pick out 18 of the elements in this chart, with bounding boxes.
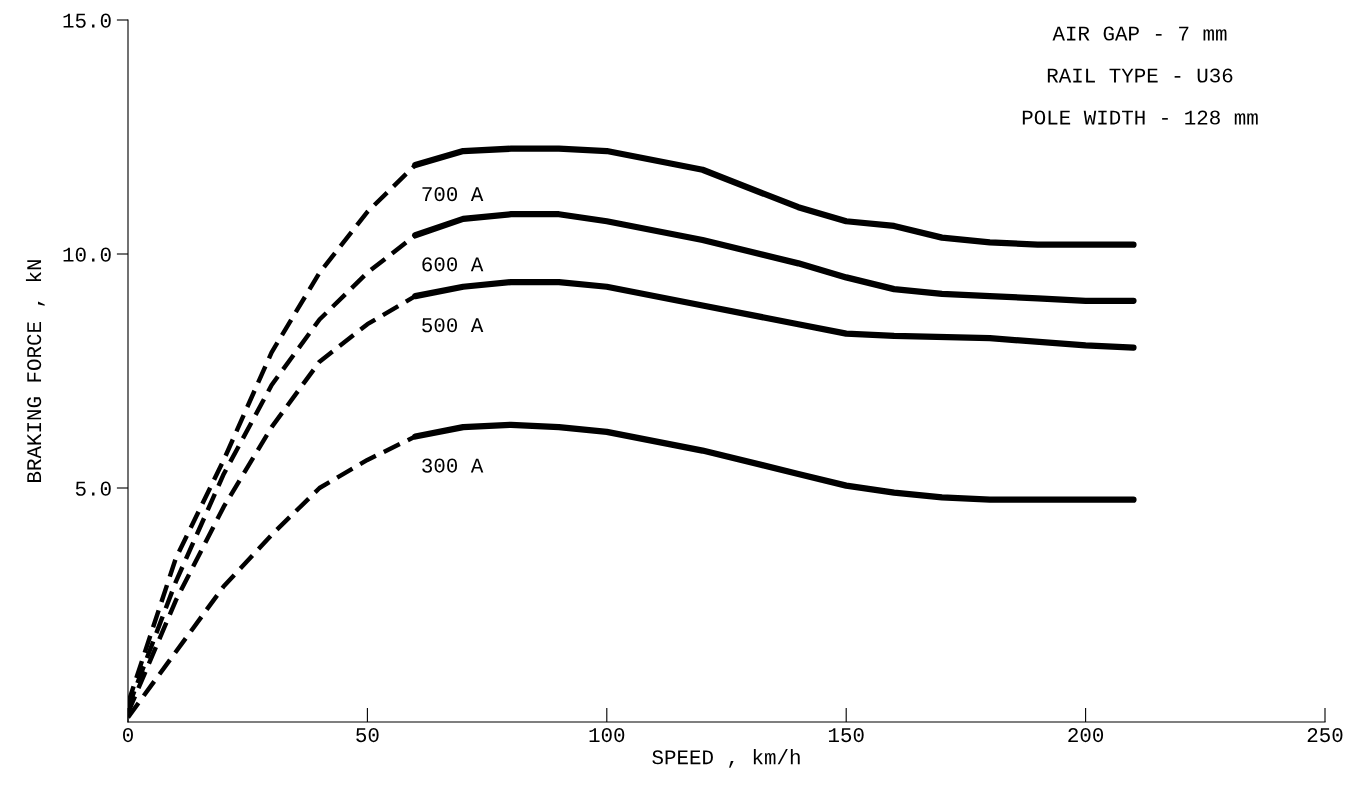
annotation: RAIL TYPE - U36 (1047, 68, 1233, 83)
y-tick-label: 10.0 (63, 247, 111, 262)
annotation: AIR GAP - 7 mm (1052, 26, 1227, 41)
y-tick-label: 15.0 (63, 13, 111, 28)
x-tick-label: 50 (356, 728, 379, 743)
annotation: POLE WIDTH - 128 mm (1022, 110, 1258, 125)
series-label: 700 A (422, 187, 484, 202)
x-tick-label: 200 (1068, 728, 1104, 743)
series-label: 600 A (422, 257, 484, 272)
x-tick-label: 0 (123, 728, 133, 743)
y-tick-label: 5.0 (75, 481, 111, 496)
y-axis-title: BRAKING FORCE , kN (25, 260, 45, 482)
x-tick-label: 100 (589, 728, 625, 743)
x-tick-label: 150 (828, 728, 864, 743)
series-label: 500 A (422, 318, 484, 333)
series-label: 300 A (422, 458, 484, 473)
x-tick-label: 250 (1307, 728, 1343, 743)
x-axis-title: SPEED , km/h (652, 749, 800, 768)
